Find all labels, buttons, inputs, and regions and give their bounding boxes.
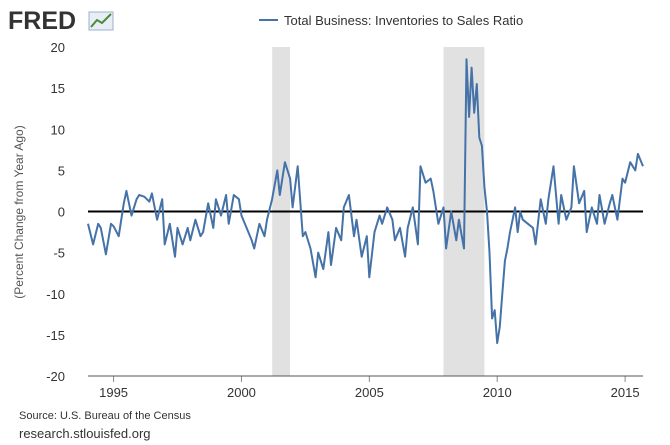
y-tick-label: 0: [58, 205, 65, 220]
source-text: Source: U.S. Bureau of the Census: [19, 410, 191, 422]
x-tick-label: 2010: [483, 385, 512, 400]
legend[interactable]: Total Business: Inventories to Sales Rat…: [259, 13, 523, 28]
x-tick-label: 1995: [99, 385, 128, 400]
y-tick-label: 20: [51, 40, 65, 55]
fred-logo-text: FRED: [8, 7, 76, 35]
y-tick-label: 5: [58, 163, 65, 178]
y-axis-ticks: 20 15 10 5 0 -5 -10 -15 -20: [46, 40, 65, 384]
x-tick-label: 2005: [355, 385, 384, 400]
y-axis-label: (Percent Change from Year Ago): [12, 125, 26, 298]
site-link[interactable]: research.stlouisfed.org: [19, 426, 151, 441]
series-line[interactable]: [87, 58, 644, 345]
y-tick-label: -20: [46, 369, 65, 384]
x-tick-label: 2015: [611, 385, 640, 400]
fred-logo[interactable]: FRED: [8, 7, 114, 35]
y-tick-label: 10: [51, 122, 65, 137]
y-tick-label: -10: [46, 287, 65, 302]
x-tick-label: 2000: [227, 385, 256, 400]
y-tick-label: -5: [53, 246, 65, 261]
legend-series-label: Total Business: Inventories to Sales Rat…: [284, 13, 523, 28]
fred-logo-graph-icon: [88, 11, 114, 31]
x-axis-ticks: 1995 2000 2005 2010 2015: [99, 376, 640, 400]
y-tick-label: 15: [51, 81, 65, 96]
y-tick-label: -15: [46, 328, 65, 343]
